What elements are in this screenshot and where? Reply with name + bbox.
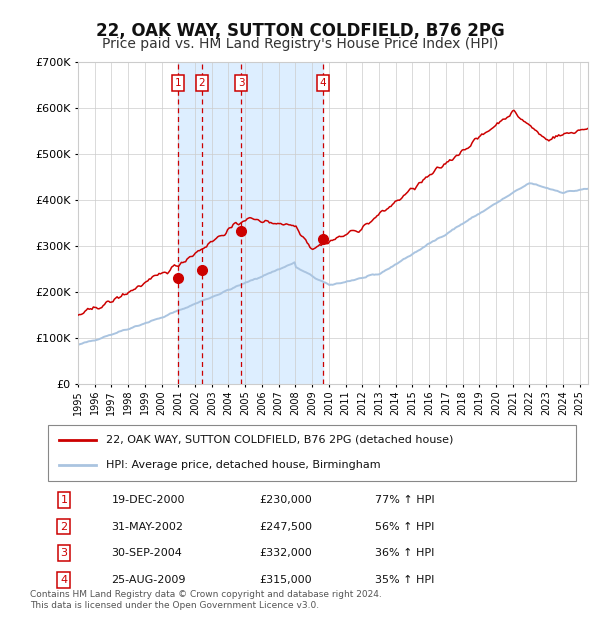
Text: 2: 2 xyxy=(199,78,205,88)
Text: Contains HM Land Registry data © Crown copyright and database right 2024.
This d: Contains HM Land Registry data © Crown c… xyxy=(30,590,382,609)
Text: 31-MAY-2002: 31-MAY-2002 xyxy=(112,521,184,531)
Text: £247,500: £247,500 xyxy=(259,521,312,531)
Text: 56% ↑ HPI: 56% ↑ HPI xyxy=(376,521,435,531)
Text: Price paid vs. HM Land Registry's House Price Index (HPI): Price paid vs. HM Land Registry's House … xyxy=(102,37,498,51)
Text: 77% ↑ HPI: 77% ↑ HPI xyxy=(376,495,435,505)
Text: 22, OAK WAY, SUTTON COLDFIELD, B76 2PG (detached house): 22, OAK WAY, SUTTON COLDFIELD, B76 2PG (… xyxy=(106,435,454,445)
Text: 1: 1 xyxy=(175,78,181,88)
Text: 2: 2 xyxy=(60,521,67,531)
Text: 3: 3 xyxy=(61,548,67,558)
FancyBboxPatch shape xyxy=(48,425,576,480)
Text: £230,000: £230,000 xyxy=(259,495,312,505)
Text: 4: 4 xyxy=(60,575,67,585)
Text: £315,000: £315,000 xyxy=(259,575,312,585)
Bar xyxy=(241,62,323,384)
Text: £332,000: £332,000 xyxy=(259,548,312,558)
Text: 4: 4 xyxy=(320,78,326,88)
Text: 3: 3 xyxy=(238,78,244,88)
Text: HPI: Average price, detached house, Birmingham: HPI: Average price, detached house, Birm… xyxy=(106,461,381,471)
Bar xyxy=(202,62,241,384)
Text: 1: 1 xyxy=(61,495,67,505)
Bar xyxy=(178,62,202,384)
Text: 35% ↑ HPI: 35% ↑ HPI xyxy=(376,575,435,585)
Text: 19-DEC-2000: 19-DEC-2000 xyxy=(112,495,185,505)
Text: 25-AUG-2009: 25-AUG-2009 xyxy=(112,575,186,585)
Text: 22, OAK WAY, SUTTON COLDFIELD, B76 2PG: 22, OAK WAY, SUTTON COLDFIELD, B76 2PG xyxy=(95,22,505,40)
Text: 30-SEP-2004: 30-SEP-2004 xyxy=(112,548,182,558)
Text: 36% ↑ HPI: 36% ↑ HPI xyxy=(376,548,435,558)
